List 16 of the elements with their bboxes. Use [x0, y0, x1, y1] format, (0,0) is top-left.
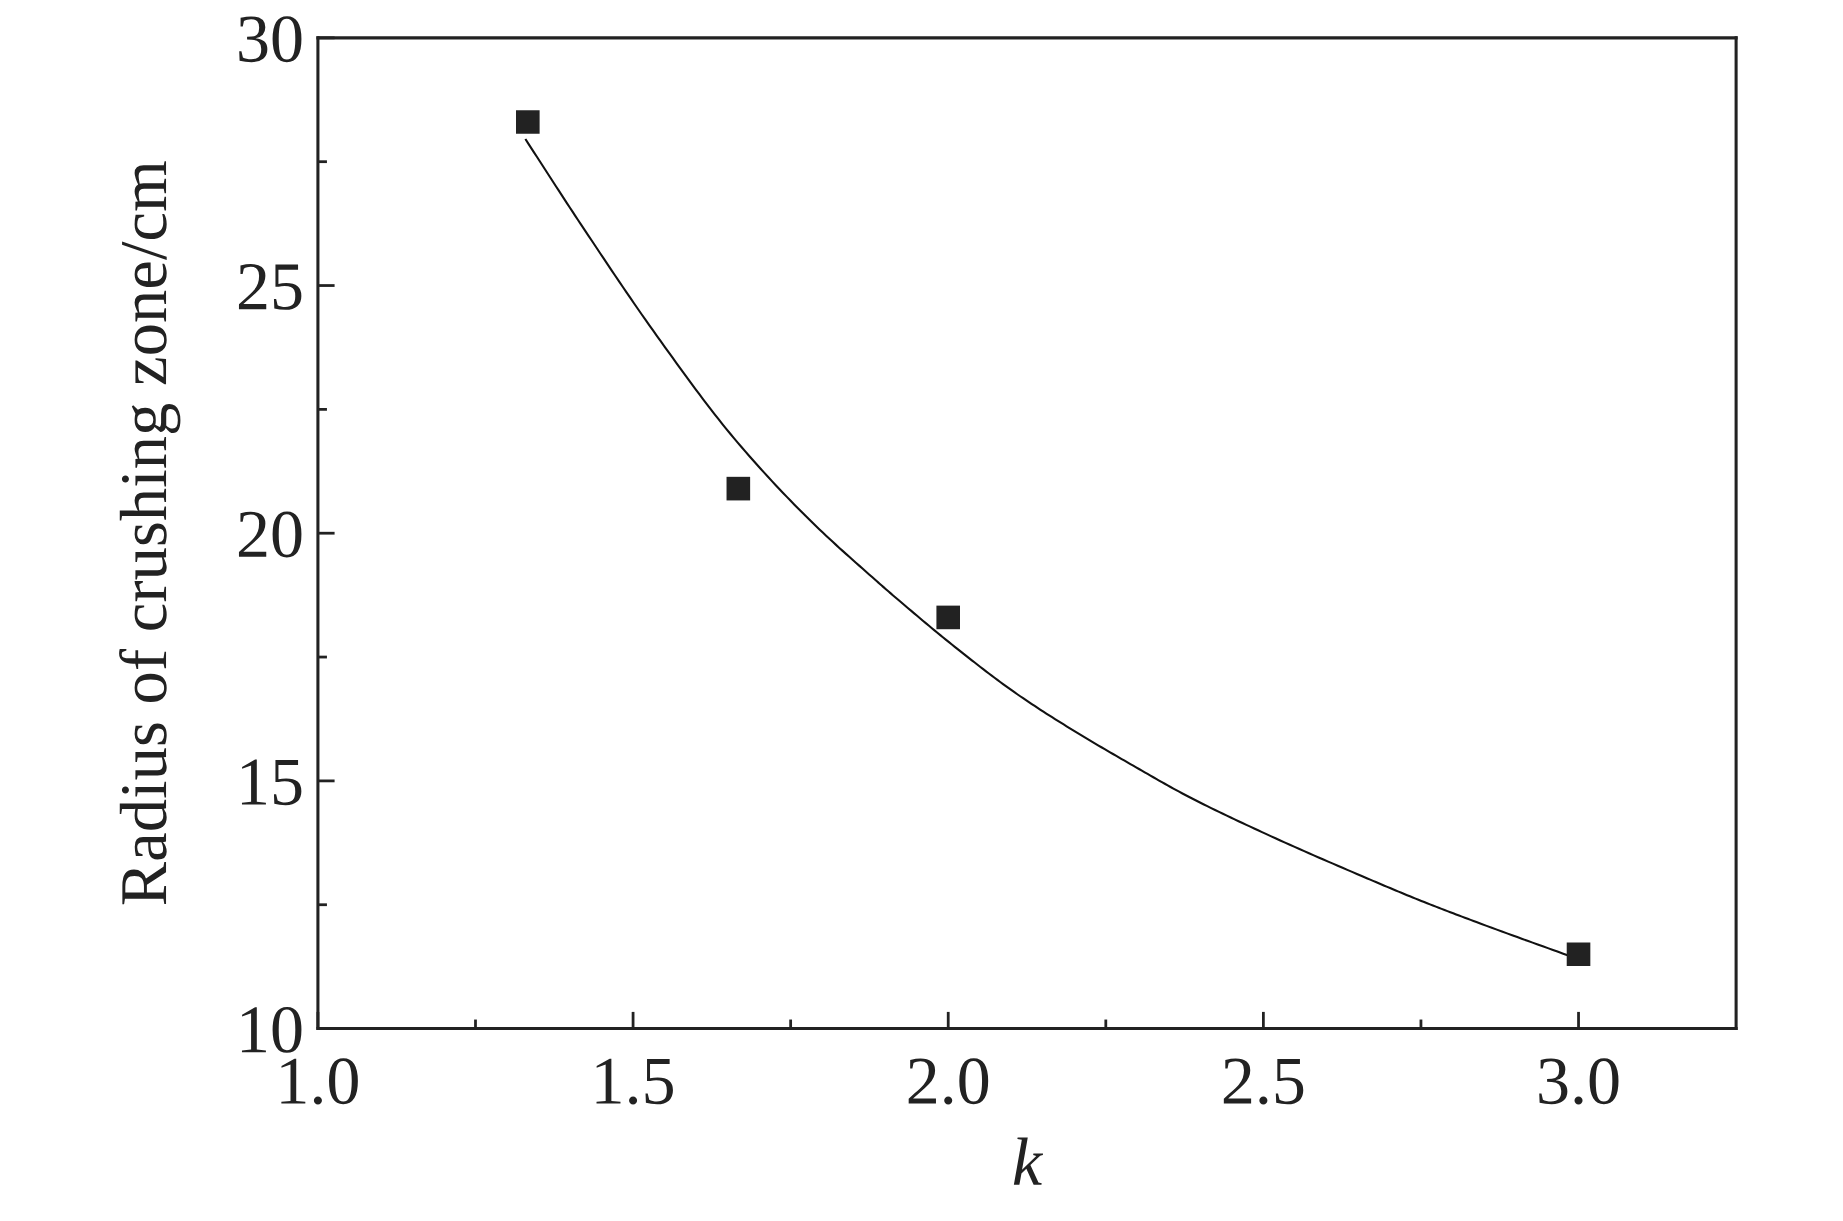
x-axis-title: k	[1013, 1137, 1044, 1185]
y-tick-label: 30	[239, 16, 302, 63]
point	[726, 476, 751, 501]
x-tick-label: 2.5	[1223, 1058, 1304, 1105]
y-tick-label: 20	[238, 511, 302, 558]
x-tick-label: 2.0	[908, 1058, 989, 1105]
point	[516, 110, 540, 134]
point	[936, 605, 961, 630]
y-tick-label: 10	[241, 1006, 302, 1053]
x-tick-label: 1.5	[596, 1058, 673, 1105]
x-tick-label: 3.0	[1539, 1058, 1619, 1105]
x-tick-label: 1.0	[281, 1058, 358, 1105]
y-tick-label: 25	[238, 264, 302, 310]
y-axis-title: Radius of crushing zone/cm	[119, 161, 181, 905]
point	[1566, 942, 1591, 967]
y-tick-label: 15	[241, 759, 302, 806]
